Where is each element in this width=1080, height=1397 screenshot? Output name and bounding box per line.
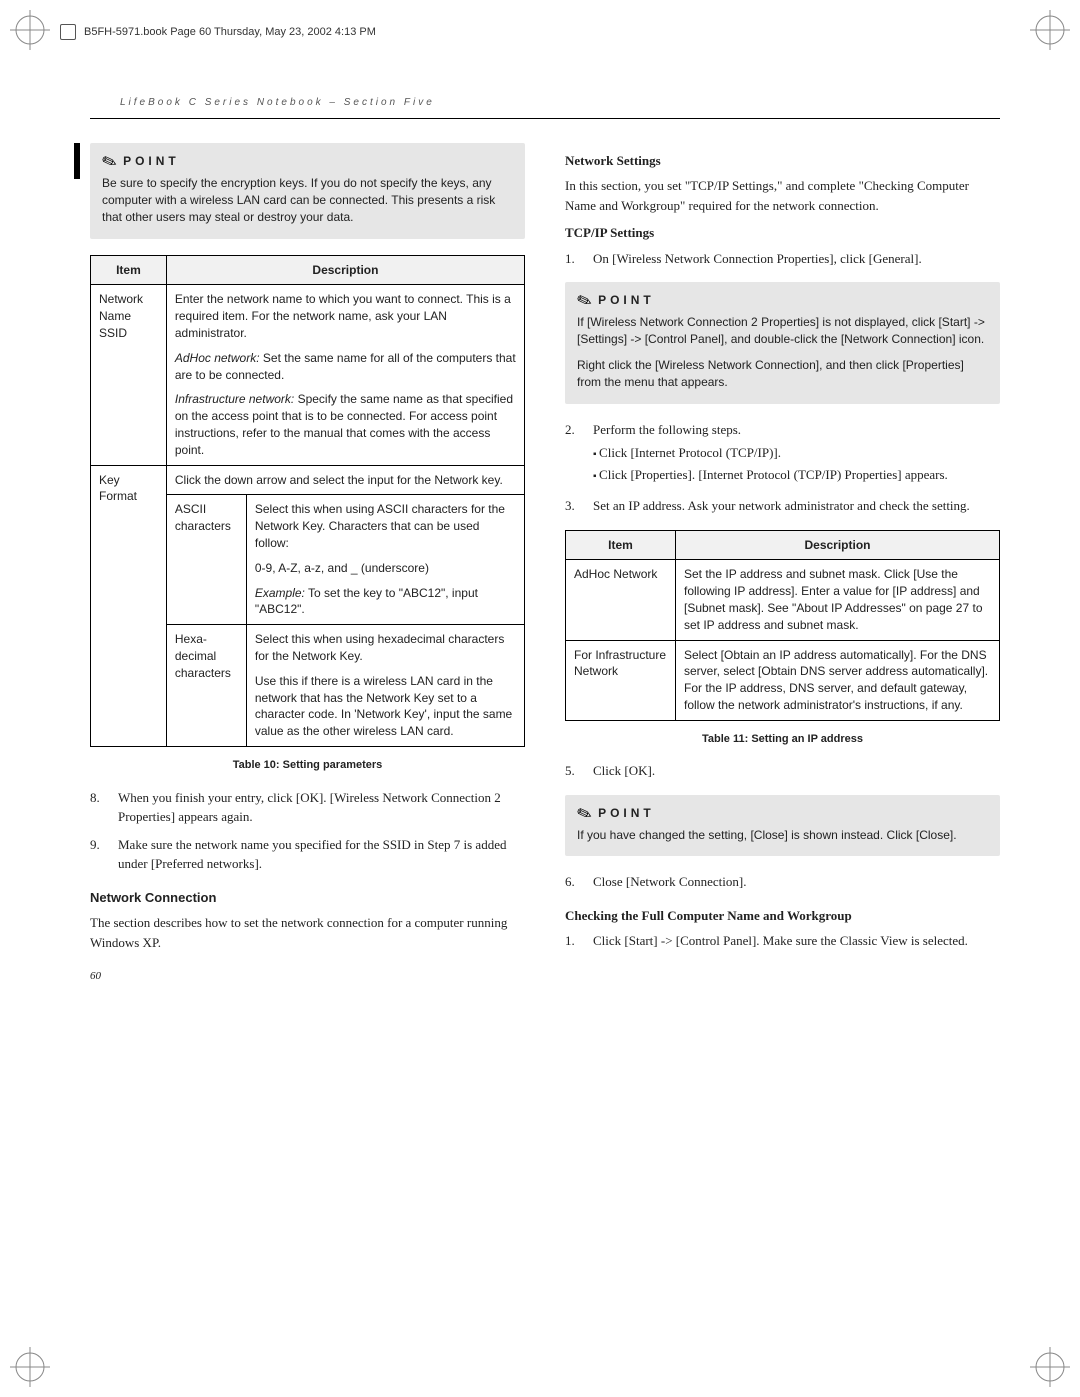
t11-h1: Description: [676, 530, 1000, 560]
point-callout-1: ✎ POINT Be sure to specify the encryptio…: [90, 143, 525, 239]
bullet-item: Click [Internet Protocol (TCP/IP)].: [593, 443, 948, 463]
network-connection-head: Network Connection: [90, 888, 525, 908]
table-10-caption: Table 10: Setting parameters: [90, 757, 525, 774]
step2-bullets: Click [Internet Protocol (TCP/IP)].Click…: [593, 443, 948, 484]
page-number: 60: [90, 968, 525, 985]
t11-r0-desc: Set the IP address and subnet mask. Clic…: [676, 560, 1000, 640]
step-num: 2.: [565, 420, 585, 489]
point-icon: ✎: [574, 290, 594, 312]
t11-r1-item: For Infrastructure Network: [566, 640, 676, 720]
t10-h1: Description: [166, 255, 524, 285]
check-step-1: 1. Click [Start] -> [Control Panel]. Mak…: [565, 931, 1000, 951]
step-num: 1.: [565, 931, 585, 951]
point-callout-2: ✎ POINT If [Wireless Network Connection …: [565, 282, 1000, 404]
step-num: 8.: [90, 788, 110, 827]
tcp-steps-2-3: 2. Perform the following steps. Click [I…: [565, 420, 1000, 516]
step-text: Close [Network Connection].: [593, 872, 746, 892]
point-callout-3: ✎ POINT If you have changed the setting,…: [565, 795, 1000, 856]
point-label: POINT: [598, 805, 655, 822]
t11-r0-item: AdHoc Network: [566, 560, 676, 640]
step-num: 1.: [565, 249, 585, 269]
left-column: ✎ POINT Be sure to specify the encryptio…: [90, 143, 525, 985]
tcpip-head: TCP/IP Settings: [565, 223, 1000, 243]
left-margin-marker: [74, 143, 80, 179]
point-3-text: If you have changed the setting, [Close]…: [577, 827, 988, 844]
step-text: Set an IP address. Ask your network admi…: [593, 496, 970, 516]
crop-mark-top-left: [10, 10, 50, 50]
step-num: 9.: [90, 835, 110, 874]
step-num: 5.: [565, 761, 585, 781]
point-2a-text: If [Wireless Network Connection 2 Proper…: [577, 314, 988, 349]
right-column: Network Settings In this section, you se…: [565, 143, 1000, 985]
crop-mark-top-right: [1030, 10, 1070, 50]
step-num: 6.: [565, 872, 585, 892]
t10-r0-item: Network Name SSID: [91, 285, 167, 465]
step-text: On [Wireless Network Connection Properti…: [593, 249, 922, 269]
document-header: B5FH-5971.book Page 60 Thursday, May 23,…: [60, 20, 1020, 45]
network-settings-body: In this section, you set "TCP/IP Setting…: [565, 176, 1000, 215]
network-settings-head: Network Settings: [565, 151, 1000, 171]
t10-sub-1-desc: Select this when using hexadecimal chara…: [246, 625, 524, 747]
table-11-caption: Table 11: Setting an IP address: [565, 731, 1000, 748]
step-num: 3.: [565, 496, 585, 516]
t10-sub-0-desc: Select this when using ASCII characters …: [246, 495, 524, 625]
header-text: B5FH-5971.book Page 60 Thursday, May 23,…: [84, 24, 376, 41]
point-icon: ✎: [99, 150, 119, 172]
step-text: Perform the following steps. Click [Inte…: [593, 420, 948, 489]
bullet-item: Click [Properties]. [Internet Protocol (…: [593, 465, 948, 485]
t10-r1-desc: Click the down arrow and select the inpu…: [166, 465, 524, 495]
point-2b-text: Right click the [Wireless Network Connec…: [577, 357, 988, 392]
crop-mark-bottom-right: [1030, 1347, 1070, 1387]
step-text: Make sure the network name you specified…: [118, 835, 525, 874]
steps-after-table10: 8.When you finish your entry, click [OK]…: [90, 788, 525, 874]
step-text: Click [Start] -> [Control Panel]. Make s…: [593, 931, 968, 951]
t10-r1-item: Key Format: [91, 465, 167, 746]
table-11: Item Description AdHoc NetworkSet the IP…: [565, 530, 1000, 721]
point-icon: ✎: [574, 803, 594, 825]
step-text: When you finish your entry, click [OK]. …: [118, 788, 525, 827]
check-head: Checking the Full Computer Name and Work…: [565, 906, 1000, 926]
t10-r0-desc: Enter the network name to which you want…: [166, 285, 524, 465]
step2-lead: Perform the following steps.: [593, 422, 741, 437]
t10-sub-1-label: Hexa-decimal characters: [166, 625, 246, 747]
step-text: Click [OK].: [593, 761, 655, 781]
running-head: LifeBook C Series Notebook – Section Fiv…: [120, 95, 1000, 110]
t11-h0: Item: [566, 530, 676, 560]
t11-r1-desc: Select [Obtain an IP address automatical…: [676, 640, 1000, 720]
t10-h0: Item: [91, 255, 167, 285]
network-connection-body: The section describes how to set the net…: [90, 913, 525, 952]
header-rule: [90, 118, 1000, 119]
table-10: Item Description Network Name SSIDEnter …: [90, 255, 525, 747]
tcp-step-6: 6. Close [Network Connection].: [565, 872, 1000, 892]
point-label: POINT: [598, 292, 655, 309]
tcp-step-1: 1. On [Wireless Network Connection Prope…: [565, 249, 1000, 269]
t10-sub-0-label: ASCII characters: [166, 495, 246, 625]
point-1-text: Be sure to specify the encryption keys. …: [102, 175, 513, 227]
point-label: POINT: [123, 153, 180, 170]
crop-mark-bottom-left: [10, 1347, 50, 1387]
tcp-step-5: 5. Click [OK].: [565, 761, 1000, 781]
book-icon: [60, 24, 76, 40]
